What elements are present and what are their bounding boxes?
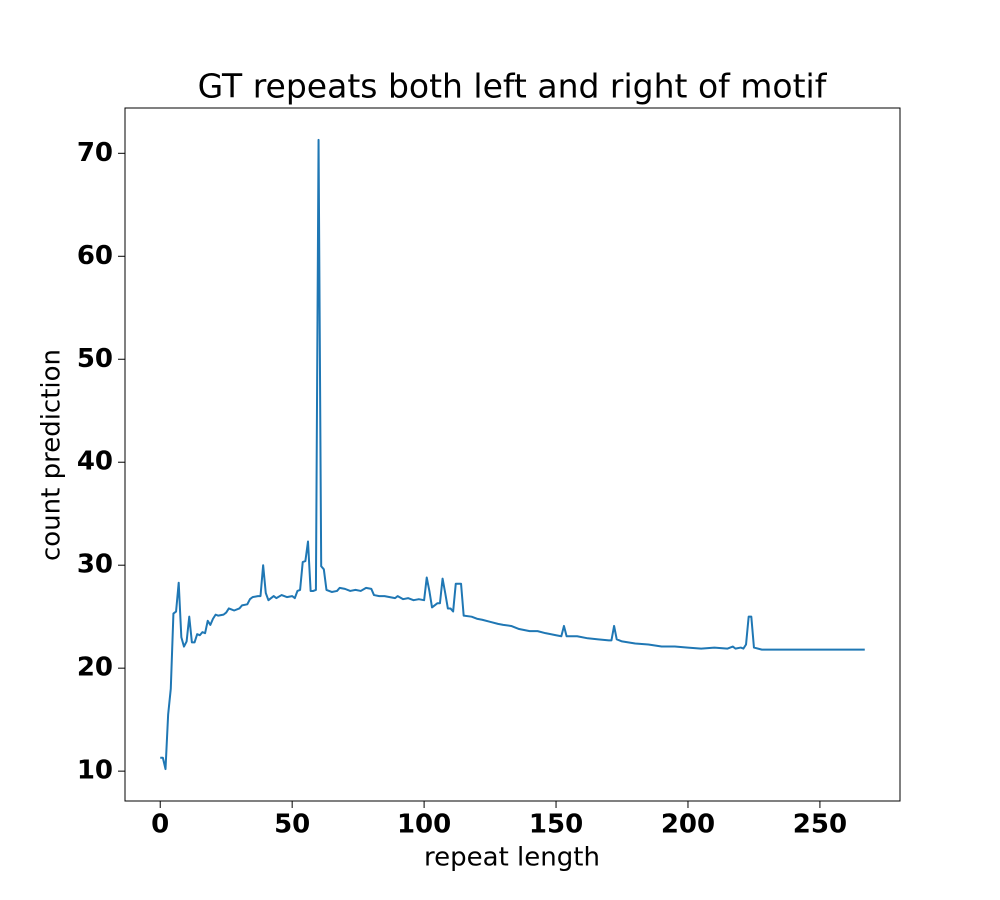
data-line xyxy=(160,138,865,771)
x-tick-label: 150 xyxy=(529,810,583,840)
x-axis-label: repeat length xyxy=(424,843,600,873)
x-tick-label: 50 xyxy=(274,810,310,840)
plot-frame xyxy=(124,107,901,802)
x-tick-label: 200 xyxy=(661,810,715,840)
y-tick-label: 20 xyxy=(77,653,113,683)
y-tick-label: 60 xyxy=(77,241,113,271)
chart-title: GT repeats both left and right of motif xyxy=(198,67,828,106)
y-tick-label: 30 xyxy=(77,550,113,580)
x-tick-label: 100 xyxy=(397,810,451,840)
y-tick-label: 70 xyxy=(77,138,113,168)
y-tick-label: 40 xyxy=(77,447,113,477)
x-tick-label: 250 xyxy=(793,810,847,840)
y-axis-label: count prediction xyxy=(37,349,67,561)
y-tick-label: 10 xyxy=(77,756,113,786)
x-tick-label: 0 xyxy=(151,810,169,840)
y-tick-label: 50 xyxy=(77,344,113,374)
